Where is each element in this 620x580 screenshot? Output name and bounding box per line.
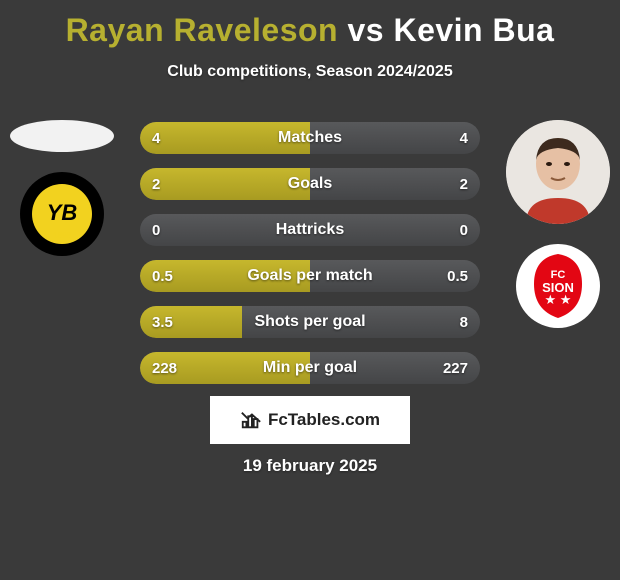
left-avatars: YB 1898 [10, 120, 114, 256]
player1-avatar [10, 120, 114, 152]
stat-row: 228Min per goal227 [140, 352, 480, 384]
footer-date: 19 february 2025 [0, 456, 620, 476]
subtitle: Club competitions, Season 2024/2025 [0, 63, 620, 81]
stat-value-right: 227 [443, 360, 468, 377]
vs-label: vs [347, 12, 384, 48]
person-icon [506, 120, 610, 224]
svg-text:★ ★: ★ ★ [545, 292, 572, 307]
player1-name: Rayan Raveleson [66, 12, 339, 48]
stat-value-right: 0 [460, 222, 468, 239]
fc-sion-icon: FC SION ★ ★ [516, 244, 600, 328]
stat-label: Matches [140, 129, 480, 147]
club-badge-right: FC SION ★ ★ [516, 244, 600, 328]
player2-name: Kevin Bua [393, 12, 554, 48]
stat-row: 2Goals2 [140, 168, 480, 200]
chart-icon [240, 409, 262, 431]
stat-value-right: 2 [460, 176, 468, 193]
comparison-bars: 4Matches4 2Goals2 0Hattricks0 0.5Goals per … [140, 122, 480, 384]
stat-value-right: 4 [460, 130, 468, 147]
footer-branding: FcTables.com [210, 396, 410, 444]
footer-site: FcTables.com [268, 410, 380, 430]
player2-avatar [506, 120, 610, 224]
stat-label: Goals per match [140, 267, 480, 285]
svg-text:1898: 1898 [53, 231, 71, 240]
stat-row: 4Matches4 [140, 122, 480, 154]
stat-label: Hattricks [140, 221, 480, 239]
young-boys-icon: YB 1898 [20, 172, 104, 256]
stat-label: Min per goal [140, 359, 480, 377]
right-avatars: FC SION ★ ★ [506, 120, 610, 328]
stat-row: 0.5Goals per match0.5 [140, 260, 480, 292]
stat-label: Goals [140, 175, 480, 193]
stat-label: Shots per goal [140, 313, 480, 331]
comparison-title: Rayan Raveleson vs Kevin Bua [0, 0, 620, 49]
svg-text:YB: YB [47, 200, 78, 225]
stat-value-right: 0.5 [447, 268, 468, 285]
stat-row: 0Hattricks0 [140, 214, 480, 246]
stat-row: 3.5Shots per goal8 [140, 306, 480, 338]
club-badge-left: YB 1898 [20, 172, 104, 256]
stat-value-right: 8 [460, 314, 468, 331]
